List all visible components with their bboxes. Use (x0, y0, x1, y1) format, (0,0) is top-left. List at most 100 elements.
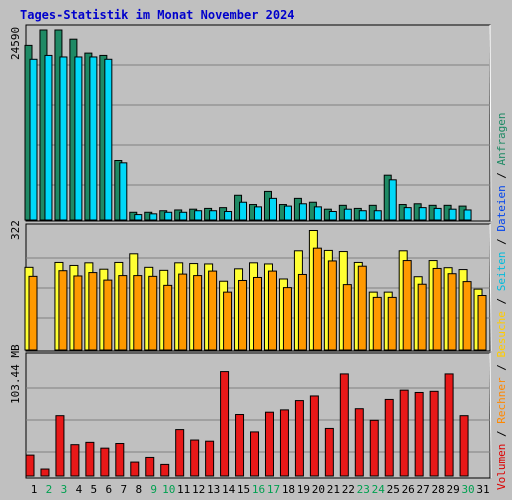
day-label: 9 (150, 483, 157, 496)
seiten-bar (462, 281, 472, 351)
dateien-bar (209, 210, 218, 221)
day-label: 18 (282, 483, 295, 496)
seiten-bar (133, 275, 143, 351)
seiten-bar (342, 284, 352, 351)
volumen-bar (70, 444, 80, 477)
legend-entry: / (495, 424, 508, 444)
seiten-bar (447, 273, 457, 351)
day-label: 8 (135, 483, 142, 496)
volumen-bar (55, 415, 65, 477)
legend-entry: / (495, 358, 508, 378)
volumen-bar (205, 440, 215, 477)
dateien-bar (164, 211, 173, 221)
day-label: 12 (192, 483, 205, 496)
day-label: 5 (91, 483, 98, 496)
volumen-bar (324, 427, 334, 477)
dateien-bar (388, 179, 397, 221)
dateien-bar (44, 54, 53, 221)
x-axis-day-labels: 1 2 3 4 5 6 7 8 9 10 11 12 13 14 15 16 17 18 19 20 21 22 23 24 2… (31, 483, 490, 496)
panel-volumen (25, 352, 492, 479)
volumen-bar (100, 447, 110, 477)
volumen-bar (444, 373, 454, 477)
legend-entry: Seiten (495, 252, 508, 292)
dateien-bar (224, 211, 233, 221)
seiten-bar (103, 279, 113, 351)
dateien-bar (373, 210, 382, 221)
y-max-label-volumen: 103.44 MB (9, 344, 22, 404)
y-max-label-seiten: 322 (9, 220, 22, 240)
day-label: 11 (177, 483, 190, 496)
chart-title: Tages-Statistik im Monat November 2024 (20, 8, 295, 22)
volumen-bar (160, 463, 170, 477)
dateien-bar (254, 206, 263, 221)
panel-seiten-edge (489, 223, 492, 352)
volumen-bar (85, 441, 95, 477)
volumen-bar (414, 391, 424, 477)
seiten-bar (163, 284, 173, 351)
dateien-bar (268, 197, 277, 221)
y-max-label-anfragen: 24590 (9, 27, 22, 60)
volumen-bar (279, 409, 289, 477)
volumen-bar (145, 456, 155, 477)
dateien-bar (358, 210, 367, 221)
volumen-bar (264, 411, 274, 477)
dateien-bar (194, 210, 203, 221)
vertical-legend: Volumen / Rechner / Besuche / Seiten / D… (495, 112, 508, 490)
seiten-bar (297, 273, 307, 351)
dateien-bar (328, 211, 337, 221)
day-label: 1 (31, 483, 38, 496)
day-label: 21 (327, 483, 340, 496)
seiten-bar (417, 283, 427, 351)
legend-entry: Besuche (495, 311, 508, 357)
day-label: 24 (372, 483, 386, 496)
dateien-bar (29, 58, 38, 221)
dateien-bar (403, 207, 412, 221)
dateien-bar (89, 56, 98, 221)
panel-anfragen-dateien (24, 24, 492, 222)
dateien-bar (298, 203, 307, 221)
day-label: 7 (120, 483, 127, 496)
volumen-bar (220, 371, 230, 477)
panel-seiten-besuche (24, 223, 492, 352)
dateien-bar (134, 214, 143, 221)
day-label: 6 (106, 483, 113, 496)
seiten-bar (118, 275, 128, 351)
panel-anfragen-edge (489, 24, 492, 222)
legend-entry: Dateien (495, 185, 508, 231)
seiten-bar (327, 260, 337, 351)
volumen-bar (250, 431, 260, 477)
day-label: 10 (162, 483, 175, 496)
dateien-bar (149, 213, 158, 221)
seiten-bar (282, 287, 292, 351)
dateien-bar (179, 211, 188, 221)
seiten-bar (28, 275, 38, 351)
volumen-bar (40, 468, 50, 477)
volumen-bar (130, 461, 140, 477)
dateien-bar (418, 207, 427, 221)
day-label: 4 (76, 483, 83, 496)
seiten-bar (73, 275, 83, 351)
volumen-bar (115, 443, 125, 477)
day-label: 22 (342, 483, 355, 496)
seiten-bar (387, 296, 397, 351)
volumen-bar (175, 429, 185, 477)
day-label: 28 (432, 483, 445, 496)
seiten-bar (58, 270, 68, 351)
legend-entry: / (495, 291, 508, 311)
day-label: 15 (237, 483, 250, 496)
legend-entry: Rechner (495, 377, 508, 424)
dateien-bar (463, 209, 472, 221)
volumen-bar (399, 389, 409, 477)
volumen-bar (369, 419, 379, 477)
volumen-bar (429, 390, 439, 477)
volumen-bar (235, 414, 245, 477)
day-label: 20 (312, 483, 325, 496)
legend-entry: Volumen (495, 444, 508, 490)
seiten-bar (267, 270, 277, 351)
dateien-bar (104, 58, 113, 221)
legend-entry: Anfragen (495, 112, 508, 165)
dateien-bar (119, 162, 128, 221)
seiten-bar (402, 260, 412, 351)
dateien-bar (343, 208, 352, 221)
day-label: 14 (222, 483, 236, 496)
